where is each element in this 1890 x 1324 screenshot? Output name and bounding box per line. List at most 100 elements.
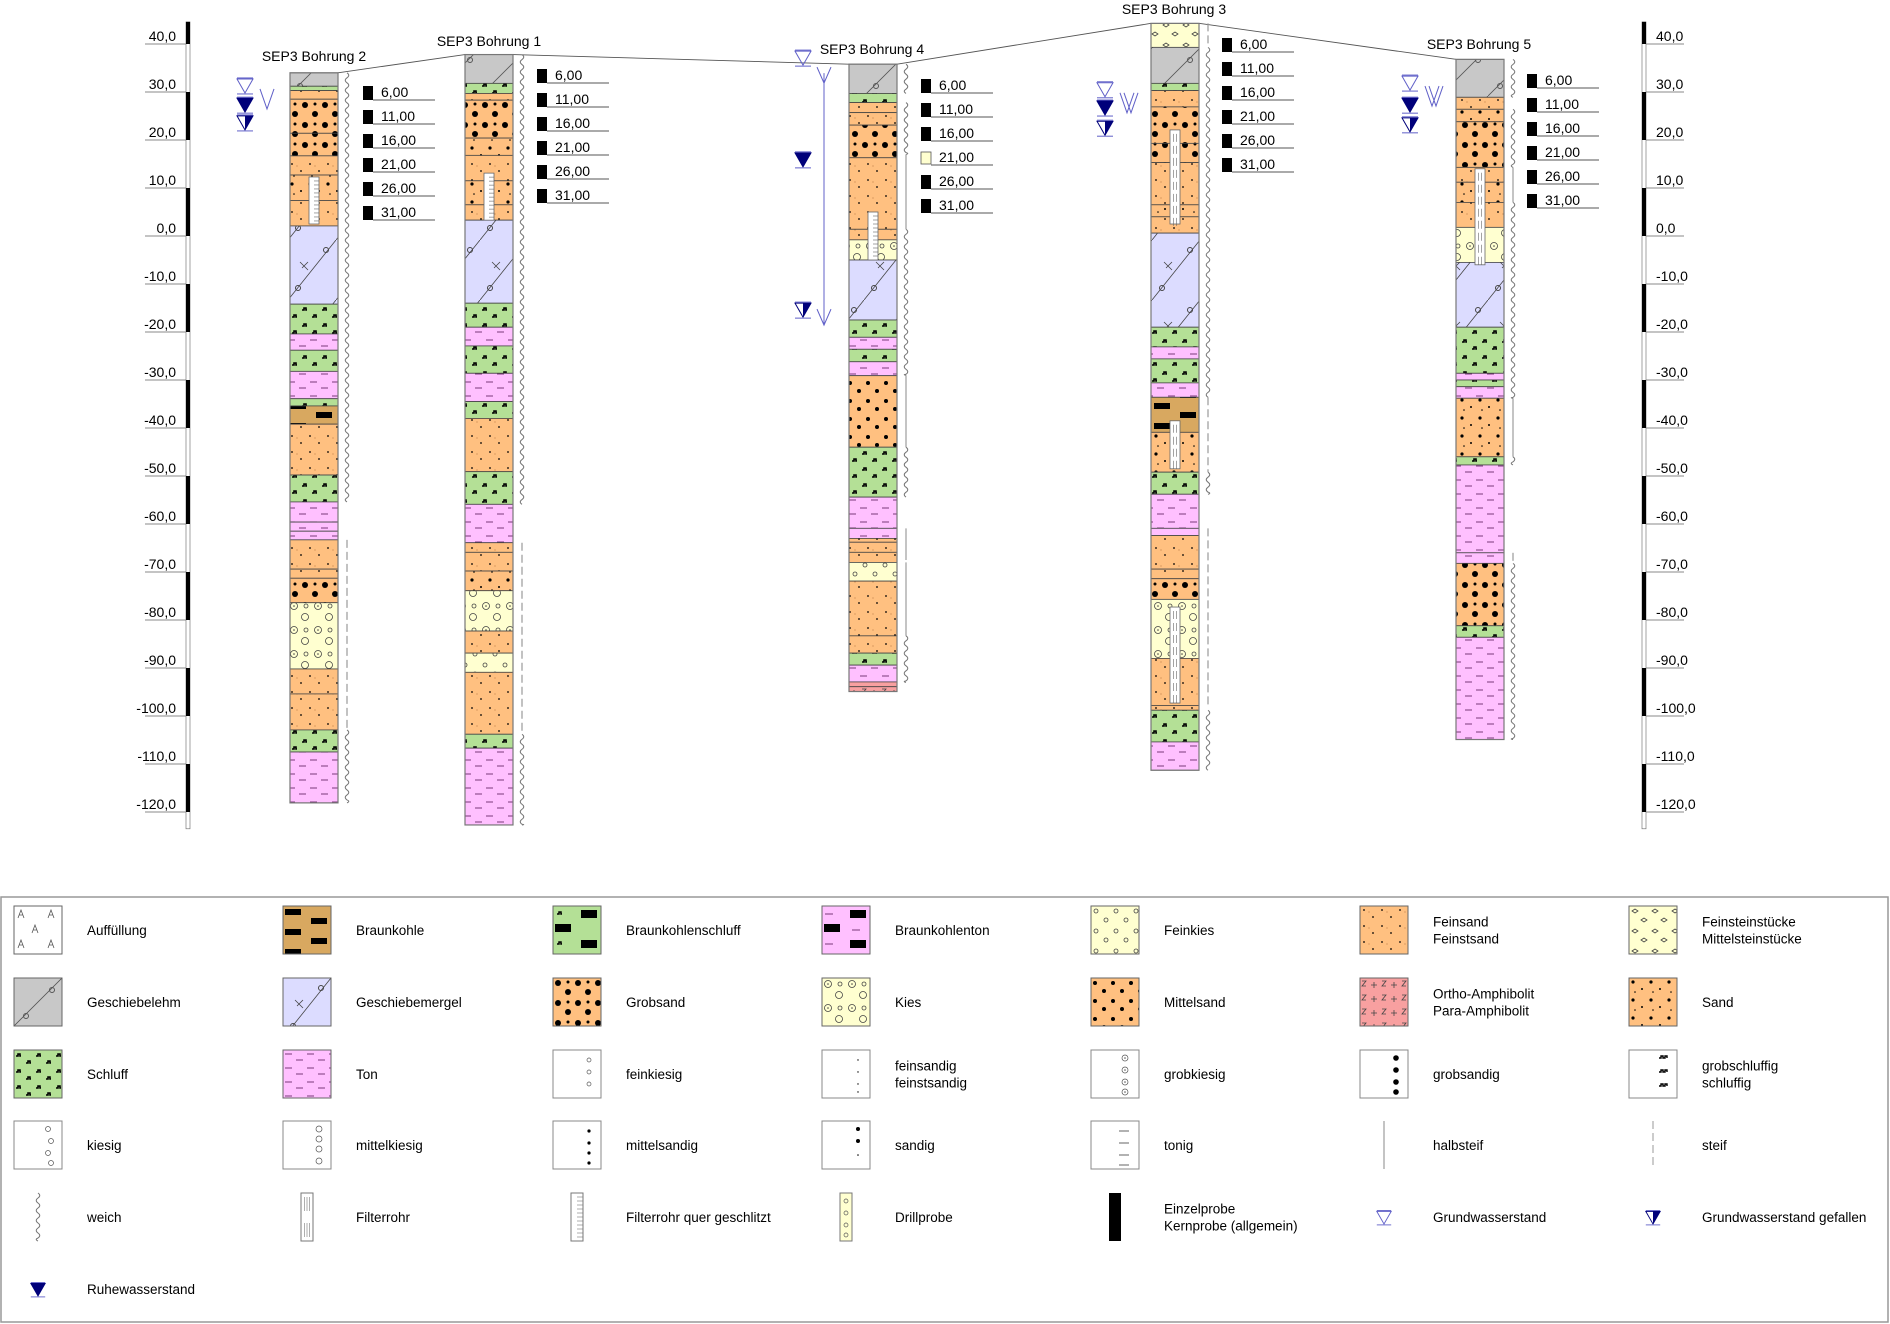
- layer-feinsand[interactable]: [464, 551, 514, 572]
- sample-entry[interactable]: 21,00: [1222, 108, 1294, 125]
- layer-schluff[interactable]: [1455, 379, 1505, 388]
- layer-schluff[interactable]: [1150, 471, 1200, 495]
- layer-grobsand[interactable]: [289, 132, 339, 157]
- sample-entry[interactable]: 11,00: [1527, 96, 1599, 113]
- sample-entry[interactable]: 6,00: [537, 67, 609, 84]
- layer-feinsand[interactable]: [848, 538, 898, 543]
- layer-ton[interactable]: [289, 751, 339, 804]
- sample-entry[interactable]: 31,00: [537, 187, 609, 204]
- layer-feinsand[interactable]: [1150, 90, 1200, 108]
- layer-ton[interactable]: [848, 336, 898, 350]
- layer-geschiebemergel[interactable]: [848, 259, 898, 321]
- layer-feinsand[interactable]: [289, 668, 339, 695]
- layer-schluff[interactable]: [289, 303, 339, 335]
- layer-schluff[interactable]: [848, 93, 898, 103]
- layer-mittelsand[interactable]: [848, 375, 898, 448]
- layer-ton[interactable]: [1150, 346, 1200, 360]
- layer-schluff[interactable]: [1455, 456, 1505, 466]
- layer-feinsand[interactable]: [289, 155, 339, 176]
- layer-ton[interactable]: [1150, 527, 1200, 536]
- layer-schluff[interactable]: [464, 733, 514, 749]
- sample-entry[interactable]: 21,00: [920, 149, 993, 166]
- layer-ton[interactable]: [289, 521, 339, 532]
- layer-amphibolit[interactable]: [848, 681, 898, 688]
- layer-feinsand[interactable]: [289, 539, 339, 570]
- layer-feinsand[interactable]: [289, 693, 339, 731]
- layer-geschiebelehm[interactable]: [1150, 46, 1200, 84]
- layer-grobsand[interactable]: [1455, 562, 1505, 627]
- layer-sand[interactable]: [1455, 108, 1505, 123]
- layer-ton[interactable]: [1455, 386, 1505, 399]
- layer-geschiebelehm[interactable]: [289, 72, 339, 87]
- sample-entry[interactable]: 21,00: [1527, 144, 1599, 161]
- layer-feinsand[interactable]: [848, 635, 898, 654]
- layer-feinsand[interactable]: [848, 112, 898, 126]
- layer-ton[interactable]: [464, 503, 514, 544]
- layer-feinkies[interactable]: [848, 562, 898, 582]
- layer-geschiebelehm[interactable]: [464, 54, 514, 84]
- sample-entry[interactable]: 16,00: [1527, 120, 1599, 137]
- layer-feinsand[interactable]: [289, 423, 339, 476]
- layer-amphibolit[interactable]: [848, 686, 898, 692]
- sample-entry[interactable]: 16,00: [1222, 84, 1294, 101]
- layer-ton[interactable]: [289, 530, 339, 541]
- sample-entry[interactable]: 31,00: [363, 204, 435, 221]
- borehole-4[interactable]: SEP3 Bohrung 3 6,00 11,00 16,00 21,00 26,00 31…: [1096, 1, 1294, 771]
- layer-grobsand[interactable]: [464, 99, 514, 139]
- layer-geschiebemergel[interactable]: [464, 219, 514, 304]
- sample-entry[interactable]: 16,00: [921, 125, 993, 142]
- layer-feinsand[interactable]: [289, 90, 339, 100]
- sample-entry[interactable]: 31,00: [1222, 156, 1294, 173]
- sample-entry[interactable]: 21,00: [537, 139, 609, 156]
- layer-ton[interactable]: [1455, 372, 1505, 381]
- layer-feinsand[interactable]: [848, 580, 898, 637]
- sample-entry[interactable]: 31,00: [921, 197, 993, 214]
- borehole-5[interactable]: SEP3 Bohrung 5 6,00 11,00 16,00 21,00 26,00 31…: [1401, 36, 1599, 741]
- sample-entry[interactable]: 26,00: [537, 163, 609, 180]
- layer-grobsand[interactable]: [289, 577, 339, 604]
- layer-ton[interactable]: [848, 527, 898, 539]
- layer-ton[interactable]: [848, 361, 898, 377]
- layer-feinsand[interactable]: [464, 417, 514, 473]
- layer-schluff[interactable]: [848, 348, 898, 363]
- layer-ton[interactable]: [1150, 741, 1200, 771]
- layer-ton[interactable]: [464, 747, 514, 826]
- layer-schluff[interactable]: [1150, 82, 1200, 91]
- sample-entry[interactable]: 16,00: [537, 115, 609, 132]
- layer-schluff[interactable]: [1455, 625, 1505, 638]
- layer-ton[interactable]: [1455, 552, 1505, 564]
- layer-geschiebemergel[interactable]: [289, 225, 339, 305]
- sample-entry[interactable]: 11,00: [1222, 60, 1294, 77]
- layer-schluff[interactable]: [464, 302, 514, 328]
- layer-schluff[interactable]: [464, 345, 514, 374]
- layer-grobsand[interactable]: [289, 98, 339, 134]
- sample-entry[interactable]: 26,00: [1222, 132, 1294, 149]
- sample-entry[interactable]: 26,00: [921, 173, 993, 190]
- layer-ton[interactable]: [289, 370, 339, 400]
- layer-ton[interactable]: [1150, 382, 1200, 398]
- layer-schluff[interactable]: [464, 82, 514, 94]
- layer-kies[interactable]: [464, 590, 514, 632]
- layer-feinsand[interactable]: [1150, 568, 1200, 580]
- layer-feinsand[interactable]: [289, 568, 339, 579]
- layer-schluff[interactable]: [1150, 358, 1200, 384]
- layer-feinsand[interactable]: [848, 551, 898, 563]
- layer-sand[interactable]: [464, 137, 514, 156]
- layer-schluff[interactable]: [1455, 326, 1505, 374]
- layer-geschiebelehm[interactable]: [1455, 58, 1505, 98]
- sample-entry[interactable]: 6,00: [1222, 36, 1294, 53]
- layer-schluff[interactable]: [848, 319, 898, 338]
- layer-feinkies[interactable]: [464, 652, 514, 673]
- layer-feinsand[interactable]: [1150, 705, 1200, 711]
- layer-feinsand[interactable]: [464, 671, 514, 735]
- layer-ton[interactable]: [464, 326, 514, 347]
- layer-schluff[interactable]: [1150, 326, 1200, 348]
- layer-feinsand[interactable]: [848, 541, 898, 553]
- borehole-1[interactable]: SEP3 Bohrung 2 6,00 11,00 16,00 21,00 26,00 31…: [236, 48, 435, 804]
- sample-entry[interactable]: 21,00: [363, 156, 435, 173]
- layer-sand[interactable]: [1455, 397, 1505, 458]
- layer-schluff[interactable]: [848, 446, 898, 498]
- layer-schluff[interactable]: [464, 401, 514, 419]
- layer-braunkohle[interactable]: [289, 405, 339, 425]
- sample-entry[interactable]: 16,00: [363, 132, 435, 149]
